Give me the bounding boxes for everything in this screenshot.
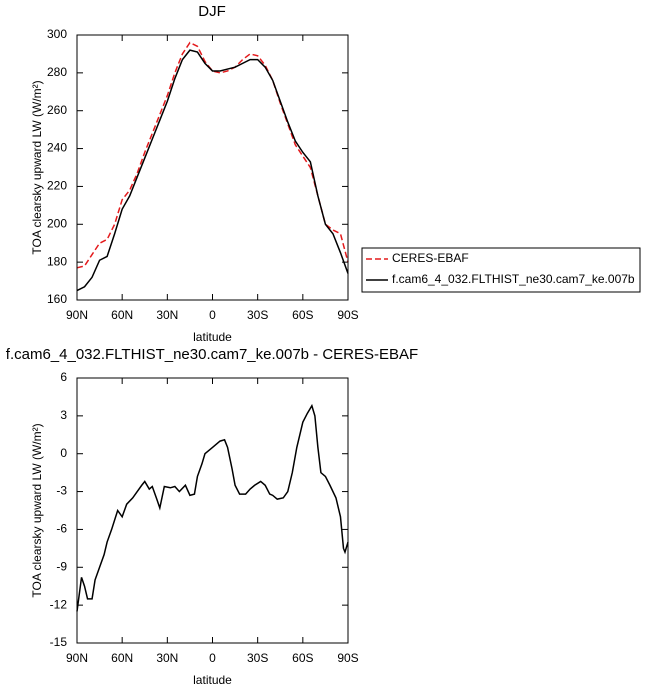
y-tick-label: 0: [60, 446, 67, 460]
y-tick-label: 6: [60, 370, 67, 384]
y-tick-label: 3: [60, 408, 67, 422]
plot-frame: [76, 377, 349, 644]
x-tick-label: 60S: [292, 308, 313, 322]
x-tick-label: 30S: [247, 308, 268, 322]
x-tick-label: 0: [209, 651, 216, 665]
legend-label: f.cam6_4_032.FLTHIST_ne30.cam7_ke.007b: [392, 272, 635, 286]
y-tick-label: 280: [47, 65, 67, 79]
x-tick-label: 0: [209, 308, 216, 322]
x-axis-label: latitude: [193, 673, 232, 687]
x-tick-label: 30N: [156, 651, 178, 665]
x-axis-label: latitude: [193, 330, 232, 344]
chart-title: DJF: [198, 3, 226, 20]
y-tick-label: -9: [56, 559, 67, 573]
y-tick-label: 160: [47, 292, 67, 306]
legend-label: CERES-EBAF: [392, 251, 469, 265]
plot-frame: [76, 34, 349, 301]
x-tick-label: 60N: [111, 308, 133, 322]
y-tick-label: -6: [56, 522, 67, 536]
y-axis-label: TOA clearsky upward LW (W/m²): [30, 80, 44, 254]
y-tick-label: 220: [47, 179, 67, 193]
y-tick-label: 240: [47, 141, 67, 155]
y-tick-label: 180: [47, 254, 67, 268]
y-axis-label: TOA clearsky upward LW (W/m²): [30, 423, 44, 597]
x-tick-label: 60S: [292, 651, 313, 665]
data-line: [76, 403, 349, 612]
y-tick-label: -3: [56, 484, 67, 498]
legend-box: [361, 247, 641, 293]
x-tick-label: 30N: [156, 308, 178, 322]
y-tick-label: -15: [50, 635, 68, 649]
x-tick-label: 60N: [111, 651, 133, 665]
x-tick-label: 90N: [66, 651, 88, 665]
data-line: [76, 49, 349, 292]
data-line: [76, 41, 349, 269]
x-tick-label: 30S: [247, 651, 268, 665]
chart-title: f.cam6_4_032.FLTHIST_ne30.cam7_ke.007b -…: [6, 346, 418, 363]
x-tick-label: 90S: [337, 651, 358, 665]
x-tick-label: 90S: [337, 308, 358, 322]
y-tick-label: -12: [50, 597, 68, 611]
y-tick-label: 260: [47, 103, 67, 117]
y-tick-label: 300: [47, 27, 67, 41]
y-tick-label: 200: [47, 216, 67, 230]
x-tick-label: 90N: [66, 308, 88, 322]
